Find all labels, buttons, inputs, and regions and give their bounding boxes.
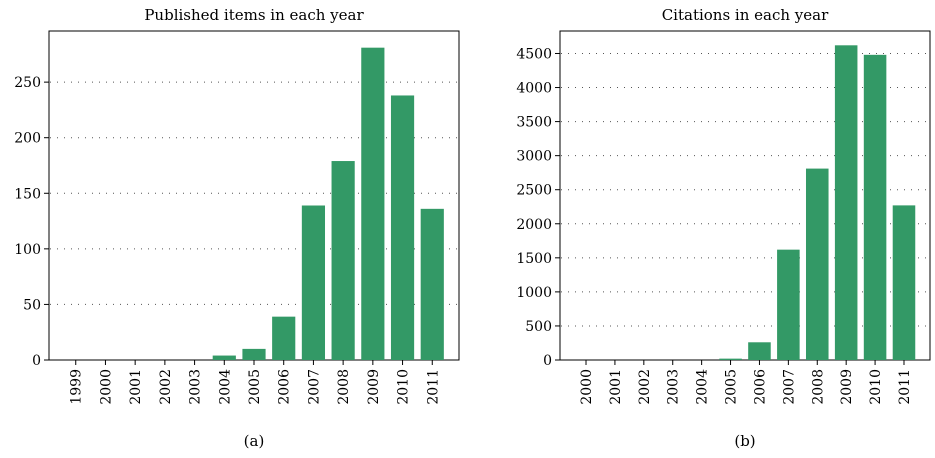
x-tick-label: 2011 (425, 369, 441, 405)
bar-2005 (242, 348, 266, 360)
bar-2006 (272, 316, 296, 360)
caption-a: (a) (244, 432, 265, 450)
x-tick-label: 2005 (247, 369, 263, 405)
x-tick-label: 2008 (336, 369, 352, 405)
bar-2008 (331, 161, 355, 360)
x-tick-label: 2006 (752, 369, 768, 405)
x-tick-labels-b: 2000 2001 2002 2003 2004 2005 2006 2007 2008 2009… (579, 360, 913, 405)
y-tick-label: 150 (14, 186, 41, 202)
chart-title-b: Citations in each year (662, 6, 829, 24)
x-tick-label: 2005 (724, 369, 740, 405)
caption-b: (b) (734, 432, 755, 450)
bar-2011 (892, 205, 916, 360)
bar-2011 (420, 208, 444, 360)
bar-2007 (777, 249, 800, 360)
panel-a: Published items in each year 0 50 100 150 20… (14, 6, 460, 450)
bar-2005 (719, 358, 742, 360)
y-tick-label: 250 (14, 75, 41, 91)
plot-frame-b (559, 30, 931, 361)
x-tick-label: 2007 (781, 369, 797, 405)
x-tick-label: 2008 (810, 369, 826, 405)
x-tick-label: 2009 (839, 369, 855, 405)
x-tick-label: 2003 (188, 369, 204, 405)
bar-2010 (863, 54, 887, 361)
y-tick-label: 1500 (516, 251, 552, 267)
y-tick-label: 2000 (516, 217, 552, 233)
bar-2006 (748, 342, 771, 360)
x-tick-label: 2002 (637, 369, 653, 405)
x-tick-label: 2011 (897, 369, 913, 405)
y-tick-label: 4000 (516, 81, 552, 97)
y-tick-label: 2500 (516, 183, 552, 199)
y-tick-label: 3000 (516, 149, 552, 165)
x-tick-label: 2000 (579, 369, 595, 405)
y-tick-label: 200 (14, 131, 41, 147)
bars-b (719, 45, 916, 361)
x-tick-label: 2003 (666, 369, 682, 405)
y-tick-label: 50 (23, 297, 41, 313)
y-tick-label: 4500 (516, 46, 552, 62)
grid-lines-a (50, 81, 458, 305)
bar-2009 (361, 47, 385, 360)
x-tick-label: 2000 (98, 369, 114, 405)
chart-title-a: Published items in each year (144, 6, 364, 24)
x-tick-label: 2001 (128, 369, 144, 405)
panel-b: Citations in each year 05001000150020002… (516, 6, 931, 450)
bar-2004 (212, 355, 236, 360)
x-tick-label: 2007 (306, 369, 322, 405)
x-tick-label: 2009 (366, 369, 382, 405)
y-tick-labels-a: 0 50 100 150 200 250 (14, 75, 49, 369)
y-tick-label: 1000 (516, 285, 552, 301)
y-tick-label: 100 (14, 242, 41, 258)
y-tick-label: 0 (32, 353, 41, 369)
x-tick-label: 2001 (608, 369, 624, 405)
x-tick-label: 2002 (158, 369, 174, 405)
bar-2008 (805, 168, 829, 360)
x-tick-label: 2010 (396, 369, 412, 405)
y-tick-labels-b: 0 500 1000 1500 2000 2500 3000 3500 4000 4500 (516, 46, 560, 369)
x-tick-label: 2010 (868, 369, 884, 405)
x-tick-label: 1999 (69, 369, 85, 405)
x-tick-label: 2004 (695, 369, 711, 405)
bar-2009 (834, 45, 858, 360)
bar-2007 (301, 205, 326, 360)
bars-a (212, 47, 444, 360)
y-tick-label: 0 (543, 353, 552, 369)
y-tick-label: 3500 (516, 115, 552, 131)
bar-2010 (390, 95, 415, 360)
x-tick-label: 2004 (217, 369, 233, 405)
y-tick-label: 500 (525, 319, 552, 335)
x-tick-labels-a: 1999 2000 2001 2002 2003 2004 2005 2006 2007 2008… (69, 360, 441, 405)
x-tick-label: 2006 (277, 369, 293, 405)
